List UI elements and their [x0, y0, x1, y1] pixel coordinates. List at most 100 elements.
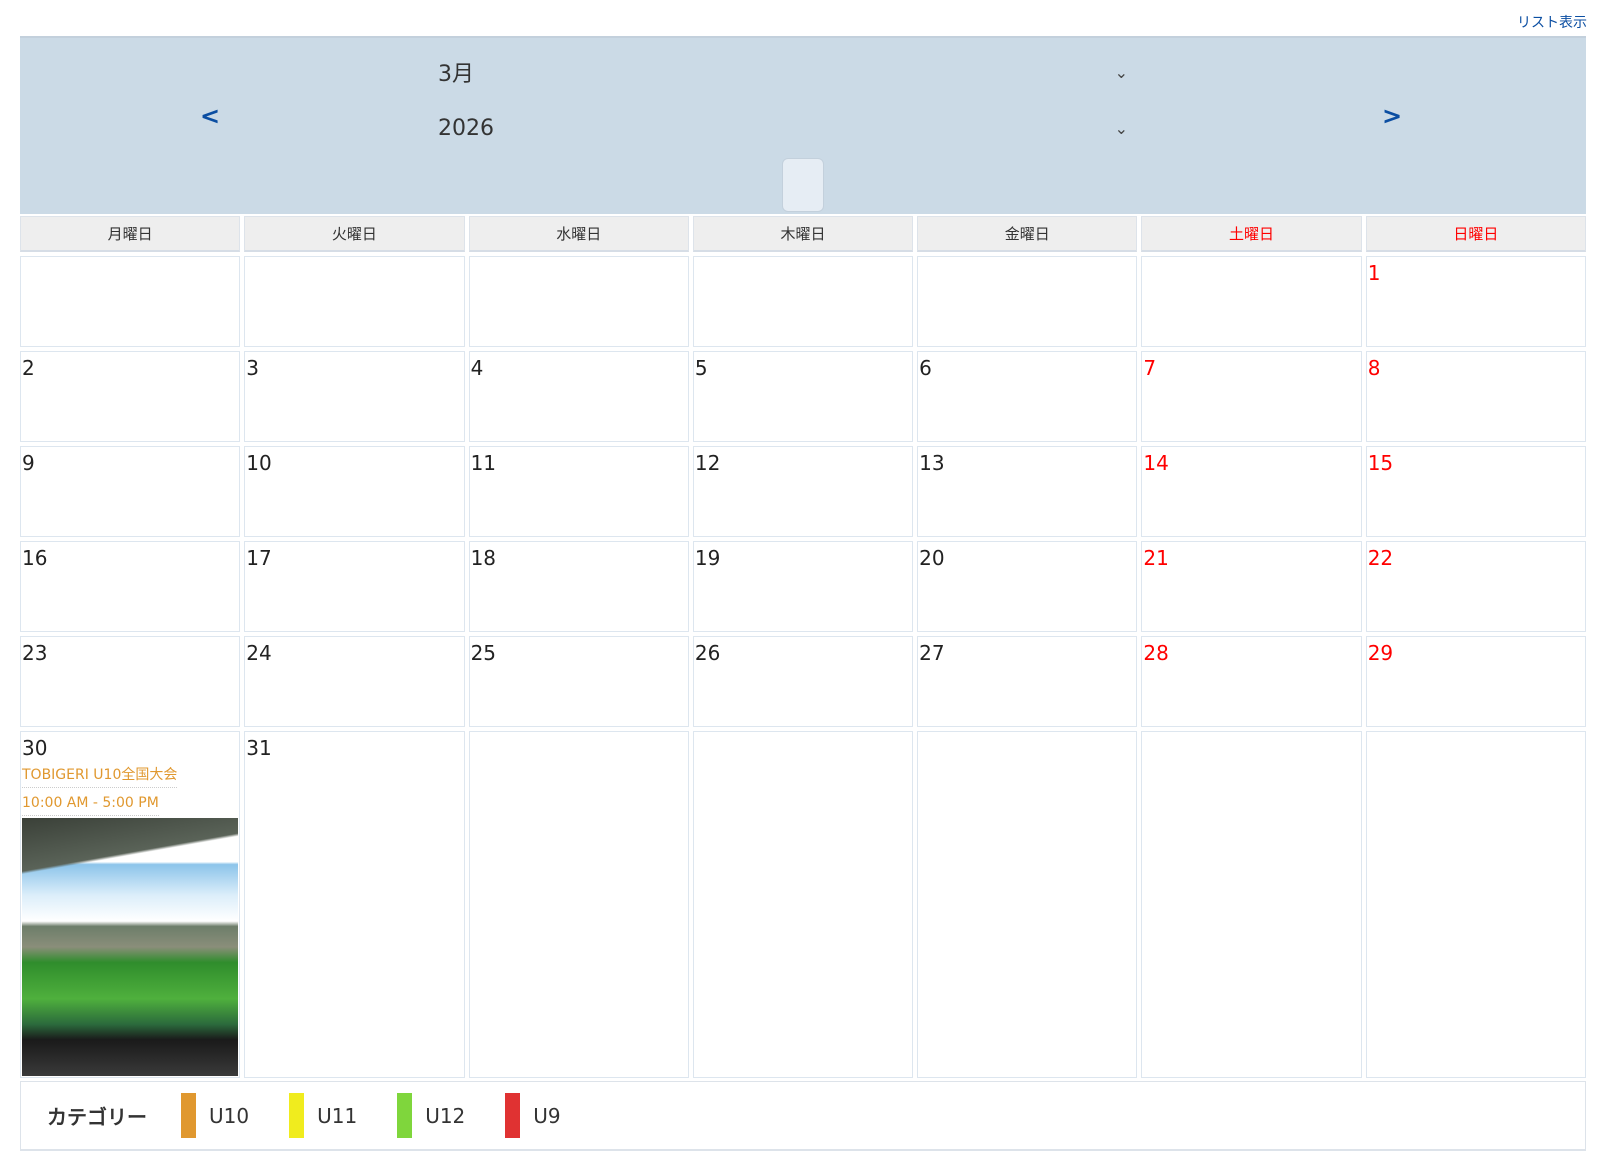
day-number: 26 — [694, 641, 721, 665]
year-select[interactable]: 2026 ⌄ — [438, 108, 1128, 148]
day-cell[interactable]: 2 — [20, 351, 241, 442]
empty-cell — [244, 256, 465, 347]
weekday-header: 木曜日 — [692, 216, 914, 252]
day-number: 11 — [470, 451, 497, 475]
day-cell[interactable]: 15 — [1365, 446, 1586, 537]
day-number: 27 — [919, 641, 945, 665]
day-number: 19 — [694, 546, 721, 570]
day-number: 31 — [246, 736, 272, 760]
day-number: 12 — [694, 451, 721, 475]
day-cell[interactable]: 29 — [1365, 636, 1586, 727]
day-cell[interactable]: 12 — [692, 446, 914, 537]
day-number: 7 — [1143, 356, 1157, 380]
year-value: 2026 — [438, 115, 494, 141]
day-cell[interactable]: 30 TOBIGERI U10全国大会 10:00 AM - 5:00 PM — [20, 731, 241, 1078]
day-number: 22 — [1367, 546, 1394, 570]
legend-label: U12 — [425, 1103, 466, 1128]
legend-label: U10 — [209, 1103, 250, 1128]
month-select[interactable]: 3月 ⌄ — [438, 52, 1128, 92]
day-cell[interactable]: 4 — [468, 351, 689, 442]
day-cell[interactable]: 28 — [1141, 636, 1362, 727]
day-number: 28 — [1143, 641, 1169, 665]
legend-swatch — [397, 1093, 413, 1138]
day-number: 15 — [1367, 451, 1394, 475]
day-number: 23 — [22, 641, 48, 665]
empty-cell — [692, 731, 914, 1078]
empty-cell — [468, 256, 689, 347]
empty-cell — [1365, 731, 1586, 1078]
day-number: 14 — [1143, 451, 1169, 475]
day-number: 25 — [470, 641, 497, 665]
category-legend: カテゴリー U10 U11 U12 U9 — [20, 1081, 1586, 1151]
legend-swatch — [505, 1093, 521, 1138]
day-cell[interactable]: 19 — [692, 541, 914, 632]
day-cell[interactable]: 13 — [917, 446, 1138, 537]
chevron-down-icon: ⌄ — [1114, 118, 1128, 138]
day-cell[interactable]: 20 — [917, 541, 1138, 632]
empty-cell — [1141, 731, 1362, 1078]
day-cell[interactable]: 16 — [20, 541, 241, 632]
event-time: 10:00 AM - 5:00 PM — [22, 792, 159, 816]
day-number: 30 — [22, 736, 48, 760]
day-cell[interactable]: 22 — [1365, 541, 1586, 632]
empty-cell — [468, 731, 689, 1078]
month-value: 3月 — [438, 62, 474, 87]
day-cell[interactable]: 24 — [244, 636, 465, 727]
day-number: 2 — [22, 356, 35, 380]
day-cell[interactable]: 11 — [468, 446, 689, 537]
day-cell[interactable]: 5 — [692, 351, 914, 442]
day-number: 6 — [919, 356, 932, 380]
legend-label: U9 — [533, 1103, 561, 1128]
weekday-header: 月曜日 — [20, 216, 241, 252]
empty-cell — [917, 256, 1138, 347]
legend-swatch — [289, 1093, 305, 1138]
day-cell[interactable]: 8 — [1365, 351, 1586, 442]
day-number: 16 — [22, 546, 48, 570]
day-number: 13 — [919, 451, 945, 475]
weekday-header: 日曜日 — [1365, 216, 1586, 252]
submit-button[interactable] — [782, 158, 824, 212]
empty-cell — [20, 256, 241, 347]
day-number: 20 — [919, 546, 945, 570]
day-number: 3 — [246, 356, 260, 380]
weekday-header: 土曜日 — [1141, 216, 1362, 252]
day-cell[interactable]: 23 — [20, 636, 241, 727]
day-cell[interactable]: 9 — [20, 446, 241, 537]
day-cell[interactable]: 17 — [244, 541, 465, 632]
legend-label: U11 — [317, 1103, 358, 1128]
day-cell[interactable]: 27 — [917, 636, 1138, 727]
empty-cell — [1141, 256, 1362, 347]
weekday-header: 金曜日 — [917, 216, 1138, 252]
day-cell[interactable]: 1 — [1365, 256, 1586, 347]
day-cell[interactable]: 14 — [1141, 446, 1362, 537]
empty-cell — [917, 731, 1138, 1078]
day-number: 18 — [470, 546, 497, 570]
next-month-button[interactable]: > — [1382, 102, 1403, 130]
day-cell[interactable]: 7 — [1141, 351, 1362, 442]
chevron-down-icon: ⌄ — [1114, 62, 1128, 82]
day-number: 17 — [246, 546, 272, 570]
day-number: 24 — [246, 641, 272, 665]
day-number: 10 — [246, 451, 272, 475]
event-stadium-image[interactable] — [22, 818, 239, 1076]
day-cell[interactable]: 6 — [917, 351, 1138, 442]
day-number: 21 — [1143, 546, 1169, 570]
day-number: 29 — [1367, 641, 1394, 665]
day-number: 8 — [1367, 356, 1381, 380]
prev-month-button[interactable]: < — [200, 102, 221, 130]
day-cell[interactable]: 10 — [244, 446, 465, 537]
calendar-grid: 月曜日 火曜日 水曜日 木曜日 金曜日 土曜日 日曜日 1 2 3 4 5 6 7 8 9 10 11 12 13 14… — [20, 216, 1586, 1078]
day-cell[interactable]: 21 — [1141, 541, 1362, 632]
weekday-header: 水曜日 — [468, 216, 689, 252]
day-cell[interactable]: 25 — [468, 636, 689, 727]
day-cell[interactable]: 26 — [692, 636, 914, 727]
day-number: 9 — [22, 451, 35, 475]
empty-cell — [692, 256, 914, 347]
day-number: 1 — [1367, 261, 1381, 285]
day-cell[interactable]: 31 — [244, 731, 465, 1078]
list-view-link[interactable]: リスト表示 — [1517, 15, 1587, 31]
day-number: 4 — [470, 356, 484, 380]
event-title-link[interactable]: TOBIGERI U10全国大会 — [22, 764, 178, 788]
day-cell[interactable]: 18 — [468, 541, 689, 632]
day-cell[interactable]: 3 — [244, 351, 465, 442]
